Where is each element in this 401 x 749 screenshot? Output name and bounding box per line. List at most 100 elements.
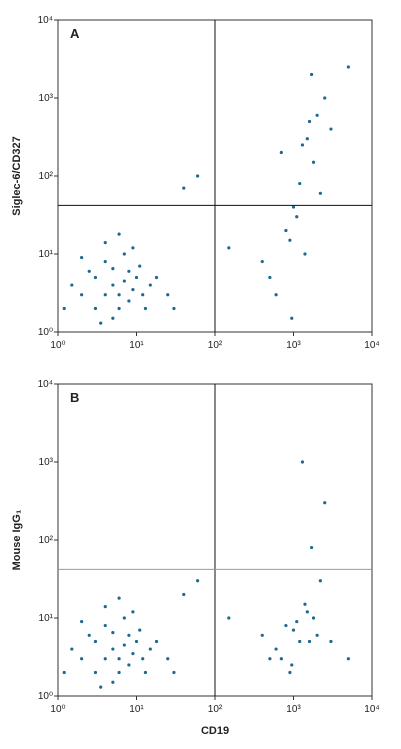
y-tick-label: 10¹ bbox=[39, 613, 54, 624]
event-dot bbox=[305, 610, 309, 614]
event-dot bbox=[127, 633, 131, 637]
event-dot bbox=[122, 279, 126, 283]
event-dot bbox=[274, 647, 278, 651]
event-dot bbox=[329, 639, 333, 644]
event-dot bbox=[80, 293, 84, 297]
x-tick-label: 10² bbox=[208, 704, 223, 715]
y-axis-label: Siglec-6/CD327 bbox=[11, 136, 23, 215]
event-dot bbox=[311, 616, 316, 620]
event-dot bbox=[134, 639, 139, 644]
event-dot bbox=[279, 657, 283, 661]
event-dot bbox=[122, 643, 126, 647]
y-tick-label: 10² bbox=[39, 171, 54, 182]
event-dot bbox=[166, 293, 170, 297]
event-dot bbox=[288, 670, 292, 675]
event-dot bbox=[103, 293, 107, 297]
event-dot bbox=[131, 610, 135, 614]
event-dot bbox=[268, 657, 272, 661]
event-dot bbox=[300, 143, 305, 147]
event-dot bbox=[127, 663, 131, 667]
event-dot bbox=[70, 283, 74, 287]
event-dot bbox=[138, 628, 142, 632]
event-dot bbox=[80, 255, 84, 260]
y-tick-label: 10² bbox=[39, 535, 54, 546]
event-dot bbox=[279, 150, 283, 155]
event-dot bbox=[117, 232, 121, 236]
event-dot bbox=[284, 623, 288, 628]
event-dot bbox=[309, 545, 314, 550]
event-dot bbox=[182, 592, 186, 597]
event-dot bbox=[127, 269, 131, 273]
event-dot bbox=[323, 96, 327, 100]
x-tick-label: 10⁰ bbox=[50, 340, 65, 351]
y-tick-label: 10⁰ bbox=[38, 327, 53, 338]
event-dot bbox=[315, 633, 319, 637]
event-dot bbox=[103, 623, 107, 628]
x-tick-label: 10¹ bbox=[129, 340, 144, 351]
event-dot bbox=[117, 596, 121, 600]
event-dot bbox=[195, 579, 200, 583]
y-tick-label: 10¹ bbox=[39, 249, 54, 260]
event-dot bbox=[182, 186, 186, 190]
event-dot bbox=[227, 616, 231, 620]
event-dot bbox=[117, 293, 121, 297]
event-dot bbox=[195, 174, 200, 178]
event-dot bbox=[315, 113, 319, 117]
event-dot bbox=[103, 241, 107, 245]
event-dot bbox=[62, 306, 66, 311]
event-dot bbox=[311, 160, 316, 164]
y-tick-label: 10³ bbox=[39, 457, 54, 468]
event-dot bbox=[138, 264, 142, 268]
x-tick-label: 10⁴ bbox=[364, 340, 379, 351]
event-dot bbox=[143, 306, 148, 311]
event-dot bbox=[291, 628, 296, 632]
event-dot bbox=[111, 647, 115, 651]
event-dot bbox=[99, 321, 103, 325]
event-dot bbox=[93, 306, 98, 311]
event-dot bbox=[298, 639, 302, 644]
event-dot bbox=[268, 275, 272, 280]
y-tick-label: 10⁴ bbox=[38, 15, 53, 26]
x-tick-label: 10⁴ bbox=[364, 704, 379, 715]
x-tick-label: 10³ bbox=[286, 340, 301, 351]
event-dot bbox=[122, 616, 126, 620]
event-dot bbox=[305, 137, 309, 141]
event-dot bbox=[111, 283, 115, 287]
event-dot bbox=[111, 630, 115, 635]
event-dot bbox=[303, 602, 307, 606]
event-dot bbox=[93, 670, 98, 675]
event-dot bbox=[172, 306, 176, 311]
event-dot bbox=[134, 275, 139, 280]
event-dot bbox=[290, 316, 294, 320]
event-dot bbox=[309, 72, 314, 77]
event-dot bbox=[111, 680, 115, 684]
event-dot bbox=[141, 657, 145, 661]
event-dot bbox=[148, 283, 152, 287]
event-dot bbox=[303, 252, 307, 256]
event-dot bbox=[172, 670, 176, 675]
event-dot bbox=[87, 269, 91, 273]
event-dot bbox=[117, 306, 121, 311]
event-dot bbox=[103, 259, 107, 264]
event-dot bbox=[260, 259, 264, 264]
event-dot bbox=[291, 205, 296, 209]
y-tick-label: 10⁴ bbox=[38, 379, 53, 390]
event-dot bbox=[295, 215, 299, 219]
event-dot bbox=[111, 316, 115, 320]
event-dot bbox=[103, 657, 107, 661]
event-dot bbox=[117, 670, 121, 675]
y-tick-label: 10³ bbox=[39, 93, 54, 104]
event-dot bbox=[300, 460, 305, 464]
event-dot bbox=[127, 299, 131, 303]
event-dot bbox=[131, 287, 135, 292]
event-dot bbox=[131, 651, 135, 656]
y-axis-label: Mouse IgG₁ bbox=[11, 509, 23, 570]
event-dot bbox=[346, 657, 350, 661]
event-dot bbox=[274, 293, 278, 297]
event-dot bbox=[298, 181, 302, 186]
event-dot bbox=[290, 663, 294, 667]
event-dot bbox=[111, 266, 115, 271]
event-dot bbox=[122, 252, 126, 256]
panel-label: A bbox=[70, 26, 80, 41]
